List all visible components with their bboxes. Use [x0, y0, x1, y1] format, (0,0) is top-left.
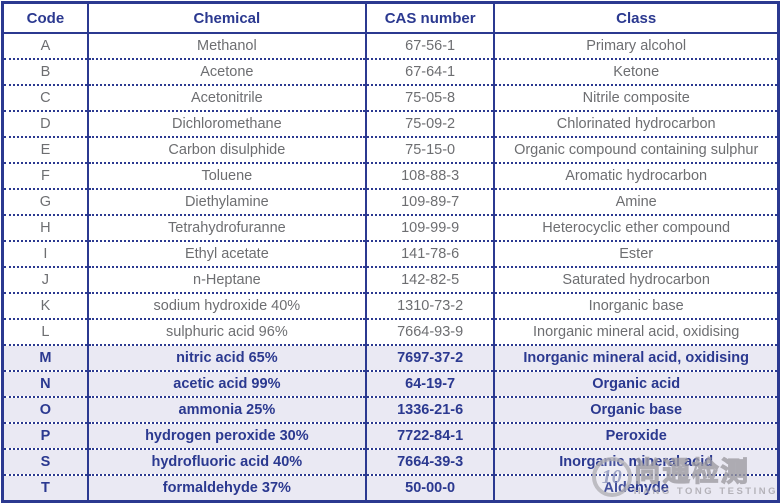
cell-class: Primary alcohol: [494, 33, 778, 59]
cell-class: Ketone: [494, 59, 778, 85]
cell-chemical: hydrofluoric acid 40%: [88, 449, 366, 475]
cell-chemical: Tetrahydrofuranne: [88, 215, 366, 241]
column-header-chemical: Chemical: [88, 3, 366, 34]
cell-chemical: sodium hydroxide 40%: [88, 293, 366, 319]
cell-class: Heterocyclic ether compound: [494, 215, 778, 241]
table-row: A Methanol 67-56-1 Primary alcohol: [3, 33, 779, 59]
table-row: K sodium hydroxide 40% 1310-73-2 Inorgan…: [3, 293, 779, 319]
table-row: I Ethyl acetate 141-78-6 Ester: [3, 241, 779, 267]
cell-cas: 75-15-0: [366, 137, 494, 163]
cell-class: Organic compound containing sulphur: [494, 137, 778, 163]
cell-code: P: [3, 423, 88, 449]
cell-cas: 75-09-2: [366, 111, 494, 137]
cell-class: Amine: [494, 189, 778, 215]
cell-code: K: [3, 293, 88, 319]
cell-code: H: [3, 215, 88, 241]
cell-code: N: [3, 371, 88, 397]
cell-code: I: [3, 241, 88, 267]
table-row: J n-Heptane 142-82-5 Saturated hydrocarb…: [3, 267, 779, 293]
cell-class: Inorganic mineral acid, oxidising: [494, 319, 778, 345]
column-header-code: Code: [3, 3, 88, 34]
cell-class: Ester: [494, 241, 778, 267]
cell-chemical: Diethylamine: [88, 189, 366, 215]
cell-chemical: Acetone: [88, 59, 366, 85]
table-row: G Diethylamine 109-89-7 Amine: [3, 189, 779, 215]
table-row: F Toluene 108-88-3 Aromatic hydrocarbon: [3, 163, 779, 189]
cell-chemical: Toluene: [88, 163, 366, 189]
cell-cas: 1336-21-6: [366, 397, 494, 423]
cell-cas: 109-89-7: [366, 189, 494, 215]
table-row-highlighted: T formaldehyde 37% 50-00-0 Aldehyde: [3, 475, 779, 502]
cell-class: Peroxide: [494, 423, 778, 449]
cell-chemical: n-Heptane: [88, 267, 366, 293]
cell-code: L: [3, 319, 88, 345]
table-row: E Carbon disulphide 75-15-0 Organic comp…: [3, 137, 779, 163]
cell-cas: 67-64-1: [366, 59, 494, 85]
cell-code: B: [3, 59, 88, 85]
cell-cas: 7664-39-3: [366, 449, 494, 475]
cell-class: Chlorinated hydrocarbon: [494, 111, 778, 137]
cell-code: O: [3, 397, 88, 423]
cell-chemical: hydrogen peroxide 30%: [88, 423, 366, 449]
cell-chemical: nitric acid 65%: [88, 345, 366, 371]
cell-class: Organic acid: [494, 371, 778, 397]
cell-cas: 142-82-5: [366, 267, 494, 293]
cell-code: E: [3, 137, 88, 163]
cell-chemical: formaldehyde 37%: [88, 475, 366, 502]
cell-cas: 75-05-8: [366, 85, 494, 111]
cell-code: S: [3, 449, 88, 475]
cell-cas: 1310-73-2: [366, 293, 494, 319]
cell-cas: 64-19-7: [366, 371, 494, 397]
cell-cas: 7697-37-2: [366, 345, 494, 371]
column-header-cas-number: CAS number: [366, 3, 494, 34]
table-row-highlighted: O ammonia 25% 1336-21-6 Organic base: [3, 397, 779, 423]
cell-class: Inorganic base: [494, 293, 778, 319]
cell-cas: 108-88-3: [366, 163, 494, 189]
cell-code: M: [3, 345, 88, 371]
table-row-highlighted: M nitric acid 65% 7697-37-2 Inorganic mi…: [3, 345, 779, 371]
cell-cas: 67-56-1: [366, 33, 494, 59]
cell-code: D: [3, 111, 88, 137]
table-row-highlighted: N acetic acid 99% 64-19-7 Organic acid: [3, 371, 779, 397]
cell-chemical: sulphuric acid 96%: [88, 319, 366, 345]
table-row: C Acetonitrile 75-05-8 Nitrile composite: [3, 85, 779, 111]
table-row: B Acetone 67-64-1 Ketone: [3, 59, 779, 85]
cell-class: Inorganic mineral acid: [494, 449, 778, 475]
cell-class: Aldehyde: [494, 475, 778, 502]
cell-class: Saturated hydrocarbon: [494, 267, 778, 293]
cell-class: Nitrile composite: [494, 85, 778, 111]
cell-chemical: Ethyl acetate: [88, 241, 366, 267]
table-row: D Dichloromethane 75-09-2 Chlorinated hy…: [3, 111, 779, 137]
table-row: H Tetrahydrofuranne 109-99-9 Heterocycli…: [3, 215, 779, 241]
cell-class: Organic base: [494, 397, 778, 423]
cell-chemical: Carbon disulphide: [88, 137, 366, 163]
cell-chemical: ammonia 25%: [88, 397, 366, 423]
cell-chemical: Dichloromethane: [88, 111, 366, 137]
cell-cas: 7722-84-1: [366, 423, 494, 449]
cell-code: J: [3, 267, 88, 293]
cell-chemical: Acetonitrile: [88, 85, 366, 111]
cell-cas: 7664-93-9: [366, 319, 494, 345]
cell-cas: 109-99-9: [366, 215, 494, 241]
cell-cas: 50-00-0: [366, 475, 494, 502]
cell-code: T: [3, 475, 88, 502]
cell-class: Inorganic mineral acid, oxidising: [494, 345, 778, 371]
cell-code: C: [3, 85, 88, 111]
cell-chemical: acetic acid 99%: [88, 371, 366, 397]
cell-cas: 141-78-6: [366, 241, 494, 267]
cell-class: Aromatic hydrocarbon: [494, 163, 778, 189]
cell-code: A: [3, 33, 88, 59]
table-row-highlighted: P hydrogen peroxide 30% 7722-84-1 Peroxi…: [3, 423, 779, 449]
cell-code: G: [3, 189, 88, 215]
cell-chemical: Methanol: [88, 33, 366, 59]
header-row: Code Chemical CAS number Class: [3, 3, 779, 34]
table-row: L sulphuric acid 96% 7664-93-9 Inorganic…: [3, 319, 779, 345]
column-header-class: Class: [494, 3, 778, 34]
table-row-highlighted: S hydrofluoric acid 40% 7664-39-3 Inorga…: [3, 449, 779, 475]
cell-code: F: [3, 163, 88, 189]
